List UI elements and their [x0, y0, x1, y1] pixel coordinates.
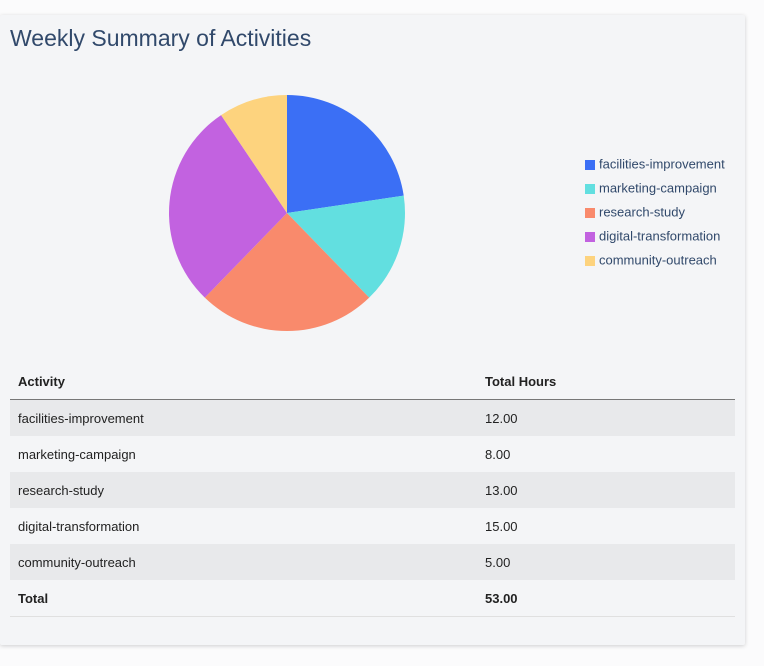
hours-cell: 12.00 — [477, 399, 735, 436]
legend-swatch — [585, 208, 595, 218]
activity-cell: facilities-improvement — [10, 399, 477, 436]
table-row: facilities-improvement 12.00 — [10, 399, 735, 436]
header-cell: Total Hours — [477, 363, 735, 400]
hours-cell: 5.00 — [477, 544, 735, 580]
pie-slice — [287, 195, 406, 298]
pie-slice — [221, 95, 287, 213]
legend-label: digital-transformation — [599, 228, 720, 243]
legend-label: research-study — [599, 204, 685, 219]
activity-cell: digital-transformation — [18, 518, 140, 534]
hours-cell: 15.00 — [485, 518, 518, 534]
header-cell: Activity — [10, 363, 477, 400]
total-label: Total — [10, 580, 477, 617]
activity-cell: marketing-campaign — [18, 446, 136, 462]
activity-cell: community-outreach — [10, 544, 477, 580]
table-row: research-study 13.00 — [10, 472, 735, 508]
summary-table: Activity Total Hours facilities-improvem… — [10, 363, 735, 617]
table-row: community-outreach 5.00 — [10, 544, 735, 580]
legend-label: community-outreach — [599, 252, 717, 267]
pie-slice — [287, 95, 404, 213]
header-row: Activity Total Hours — [10, 363, 735, 400]
legend-swatch — [585, 232, 595, 242]
table-body: facilities-improvement 12.00 marketing-cam… — [10, 399, 735, 580]
table-row: marketing-campaign 8.00 — [10, 436, 735, 472]
card: Weekly Summary of Activities facilities-… — [0, 15, 745, 645]
legend-swatch — [585, 160, 595, 170]
card-title: Weekly Summary of Activities — [10, 25, 312, 51]
total-row: Total 53.00 — [10, 580, 735, 617]
pie-slice — [204, 213, 370, 331]
pie-chart: facilities-improvement marketing-campaign… — [169, 95, 725, 331]
activity-cell: research-study — [10, 472, 477, 508]
legend-swatch — [585, 256, 595, 266]
hours-cell: 8.00 — [485, 446, 511, 462]
total-value: 53.00 — [477, 580, 735, 617]
hours-cell: 13.00 — [477, 472, 735, 508]
legend-label: facilities-improvement — [599, 156, 725, 171]
legend-label: marketing-campaign — [599, 180, 717, 195]
table-row: digital-transformation 15.00 — [10, 508, 735, 544]
legend-swatch — [585, 184, 595, 194]
pie-slice — [169, 115, 287, 298]
